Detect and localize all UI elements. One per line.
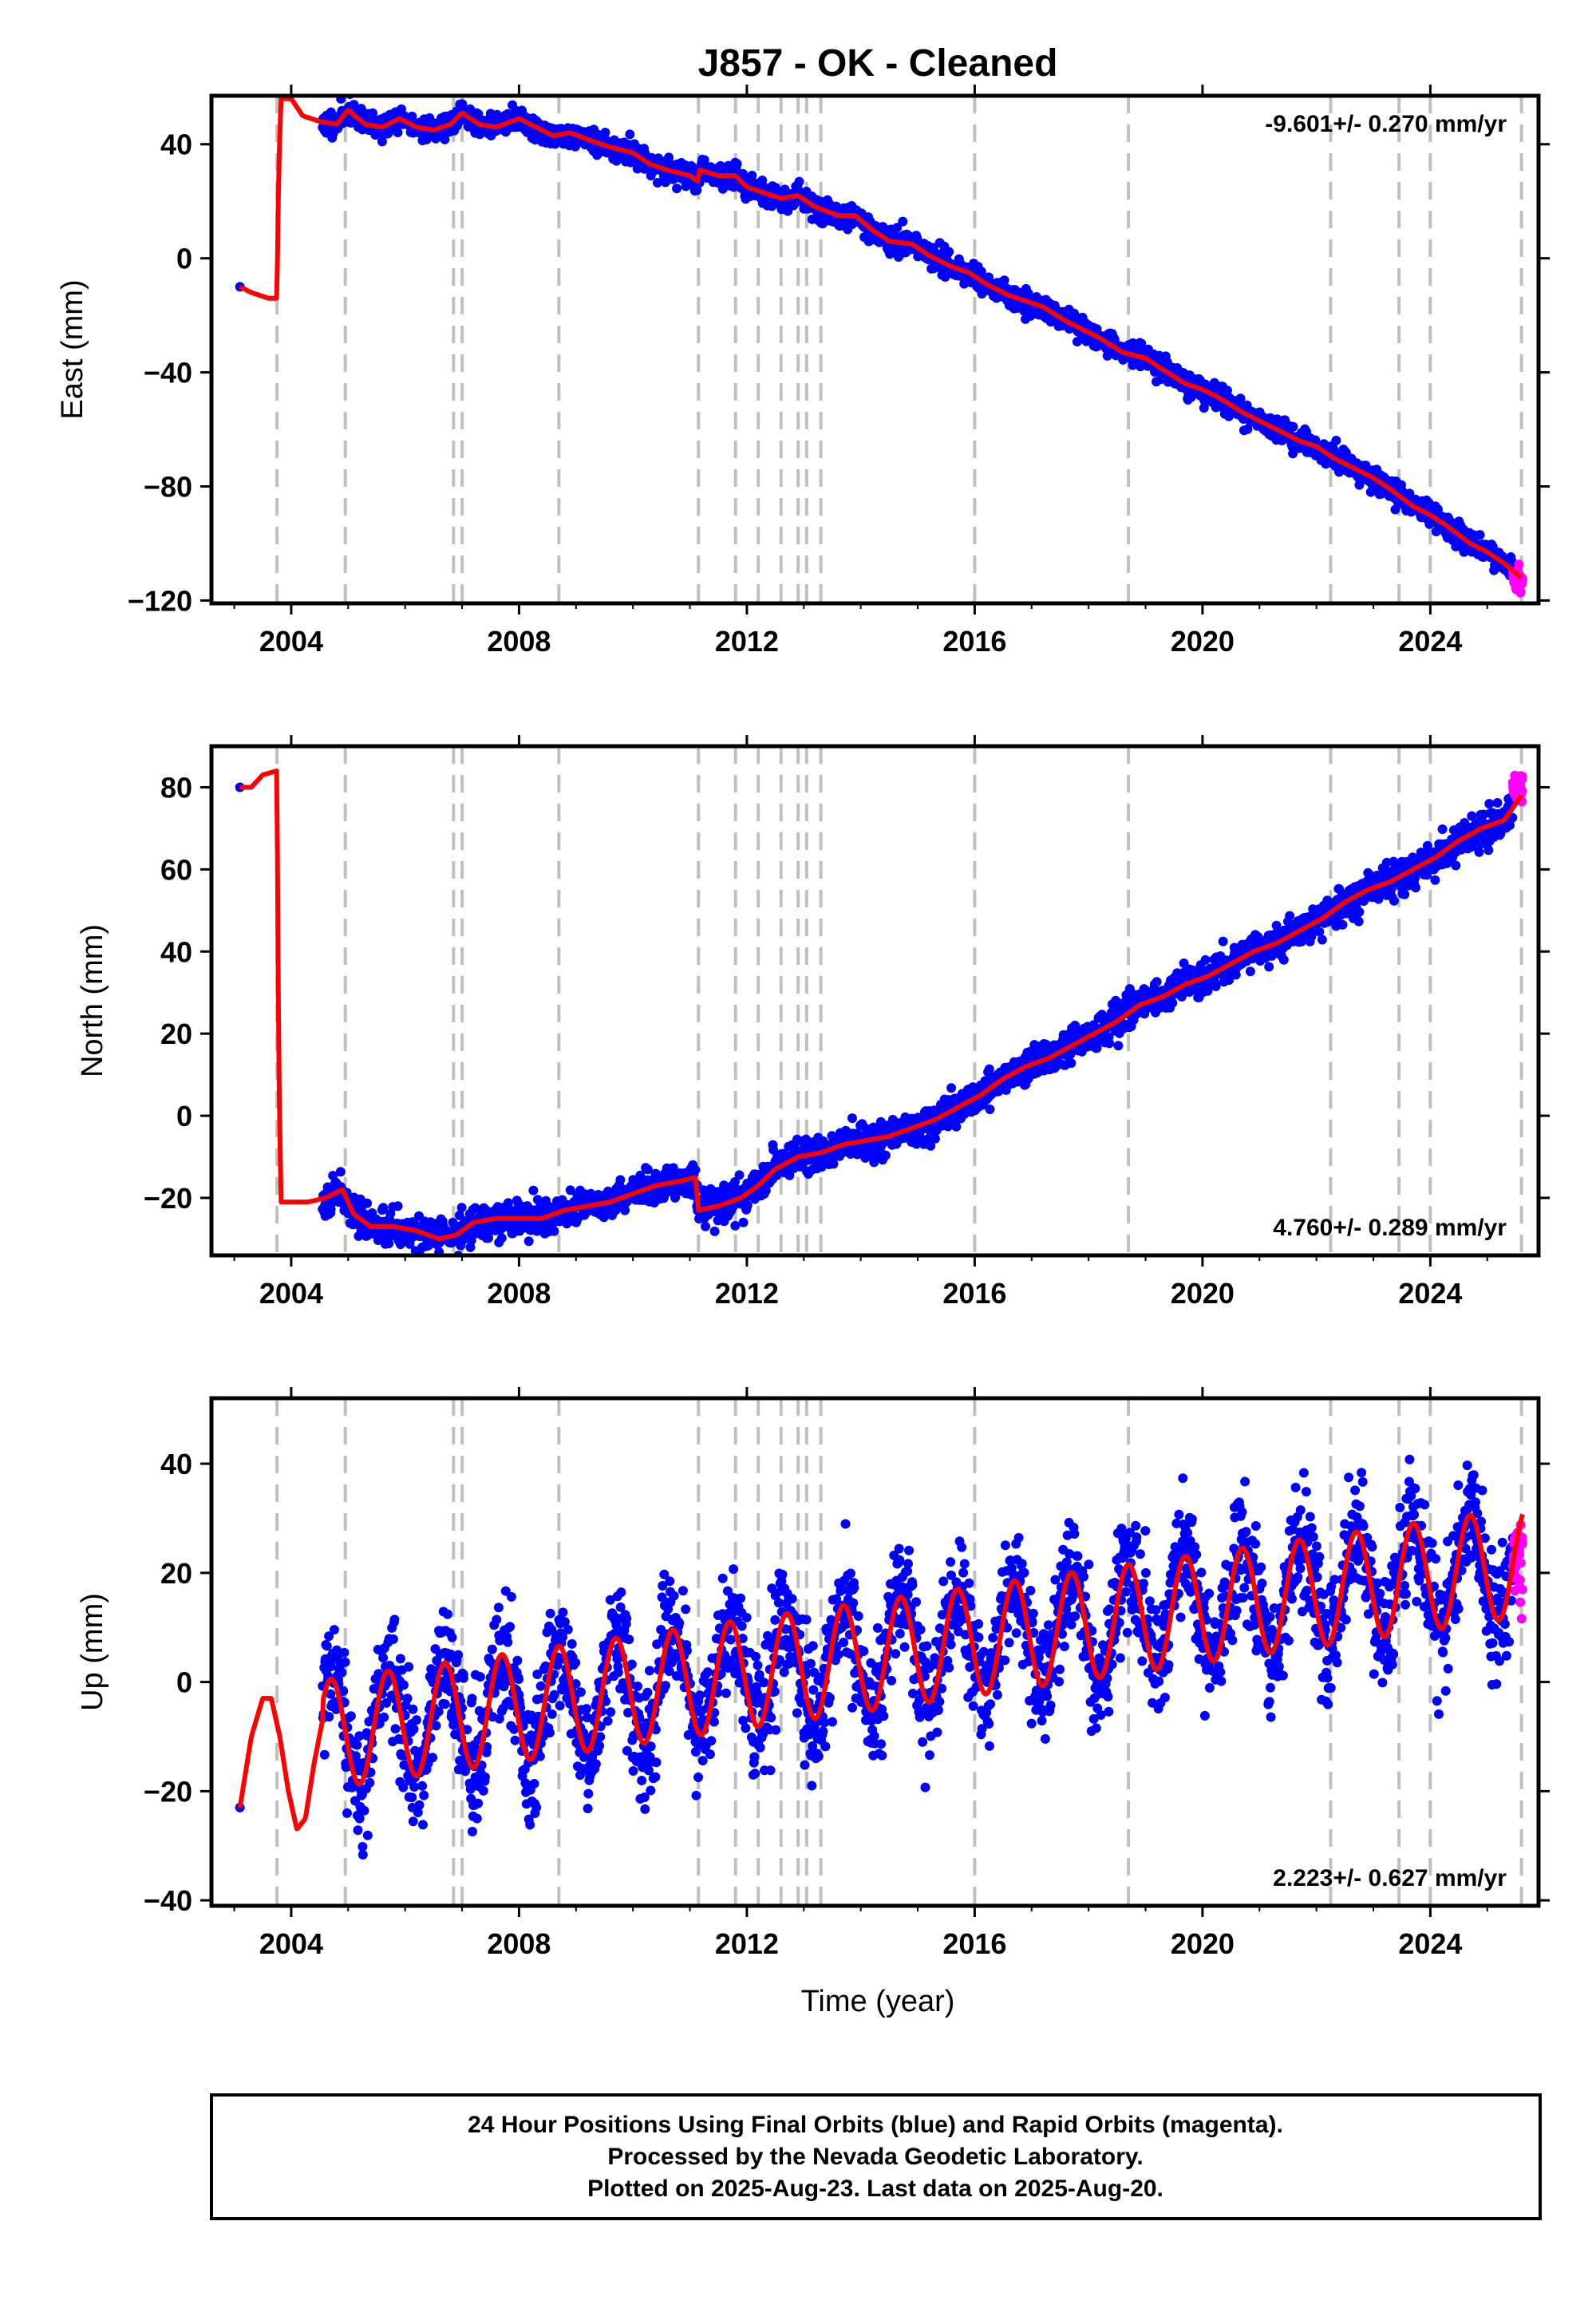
data-point [413,1256,423,1266]
x-tick-label: 2012 [715,625,779,658]
data-point [1264,962,1274,972]
x-tick-label: 2024 [1398,625,1462,658]
data-point [625,129,635,140]
y-tick-label: 0 [176,243,192,275]
data-point [600,128,610,137]
data-point [1104,1038,1115,1049]
data-point [653,178,662,188]
data-point [944,247,954,257]
data-point [1200,954,1211,965]
data-point [523,1236,534,1247]
data-point [1167,998,1178,1008]
data-point [1278,954,1289,965]
y-tick-label: 40 [160,128,192,161]
data-point [930,1133,940,1144]
data-point [1218,936,1228,947]
data-point [549,1226,559,1236]
data-point [1288,421,1298,432]
data-point [393,128,403,137]
data-point [326,107,336,117]
data-point [847,1113,857,1124]
plot-frame [209,93,1541,606]
data-point [1235,393,1246,404]
data-point [1245,966,1255,977]
data-point [368,108,377,118]
data-point [794,176,804,187]
data-point [528,1185,539,1196]
data-point [1066,1058,1077,1069]
y-tick-label: −120 [128,584,192,617]
data-point [1223,385,1232,396]
data-point [984,272,994,283]
data-point [880,1150,891,1160]
data-point [951,1121,962,1132]
data-point [946,1083,957,1093]
data-point [898,216,908,227]
data-point [496,1233,507,1243]
data-point [1285,911,1295,921]
data-point [999,275,1009,286]
y-tick-label: −80 [144,471,192,504]
data-point [742,1200,753,1211]
plot-area [235,746,1527,1266]
x-tick-label: 2004 [259,625,323,658]
data-point [672,184,682,194]
data-point [1025,310,1036,321]
data-point [1092,1043,1102,1053]
data-point [738,1217,749,1227]
rate-label: -9.601+/- 0.270 mm/yr [1265,111,1507,137]
data-point [377,136,387,147]
x-tick-label: 2008 [487,625,551,658]
data-point [690,1164,701,1175]
data-point [1113,1041,1124,1051]
data-point [747,170,757,180]
plot-area [235,96,1527,603]
final-orbit-points [235,782,1518,1266]
data-point [1331,436,1341,445]
data-point [1306,931,1317,942]
data-point [1337,919,1348,930]
east-panel: −120 −80 −40 0 40 2004 2008 2012 2016 2020 2024 Eas… [56,85,1550,658]
data-point [615,1175,626,1185]
data-point [335,1167,346,1177]
data-point [892,223,903,233]
data-point [985,1105,995,1114]
data-point [734,1170,745,1180]
data-point [1365,487,1376,497]
chart-title: J857 - OK - Cleaned [698,42,1058,85]
data-point [1317,935,1327,945]
data-point [362,1198,373,1208]
data-point [732,159,742,169]
data-point [620,1205,630,1215]
data-point [1092,324,1102,334]
y-tick-label: −40 [144,357,192,389]
final-orbit-points [235,96,1518,581]
y-axis-label: East (mm) [56,279,89,419]
data-point [393,1201,403,1211]
x-tick-label: 2016 [942,625,1006,658]
data-point [1310,435,1321,445]
x-tick-label: 2020 [1171,625,1235,658]
data-point [456,1203,467,1213]
data-point [440,134,450,144]
model-line [238,96,1523,580]
data-point [709,1226,720,1236]
data-point [1152,977,1162,987]
data-point [701,1221,711,1231]
data-point [1475,530,1485,540]
